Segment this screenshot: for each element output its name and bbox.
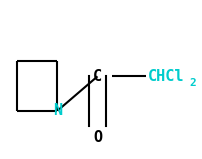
Text: 2: 2 xyxy=(188,78,195,88)
Text: N: N xyxy=(53,103,62,118)
Text: CHCl: CHCl xyxy=(147,69,183,84)
Text: O: O xyxy=(93,130,102,145)
Text: C: C xyxy=(93,69,102,84)
